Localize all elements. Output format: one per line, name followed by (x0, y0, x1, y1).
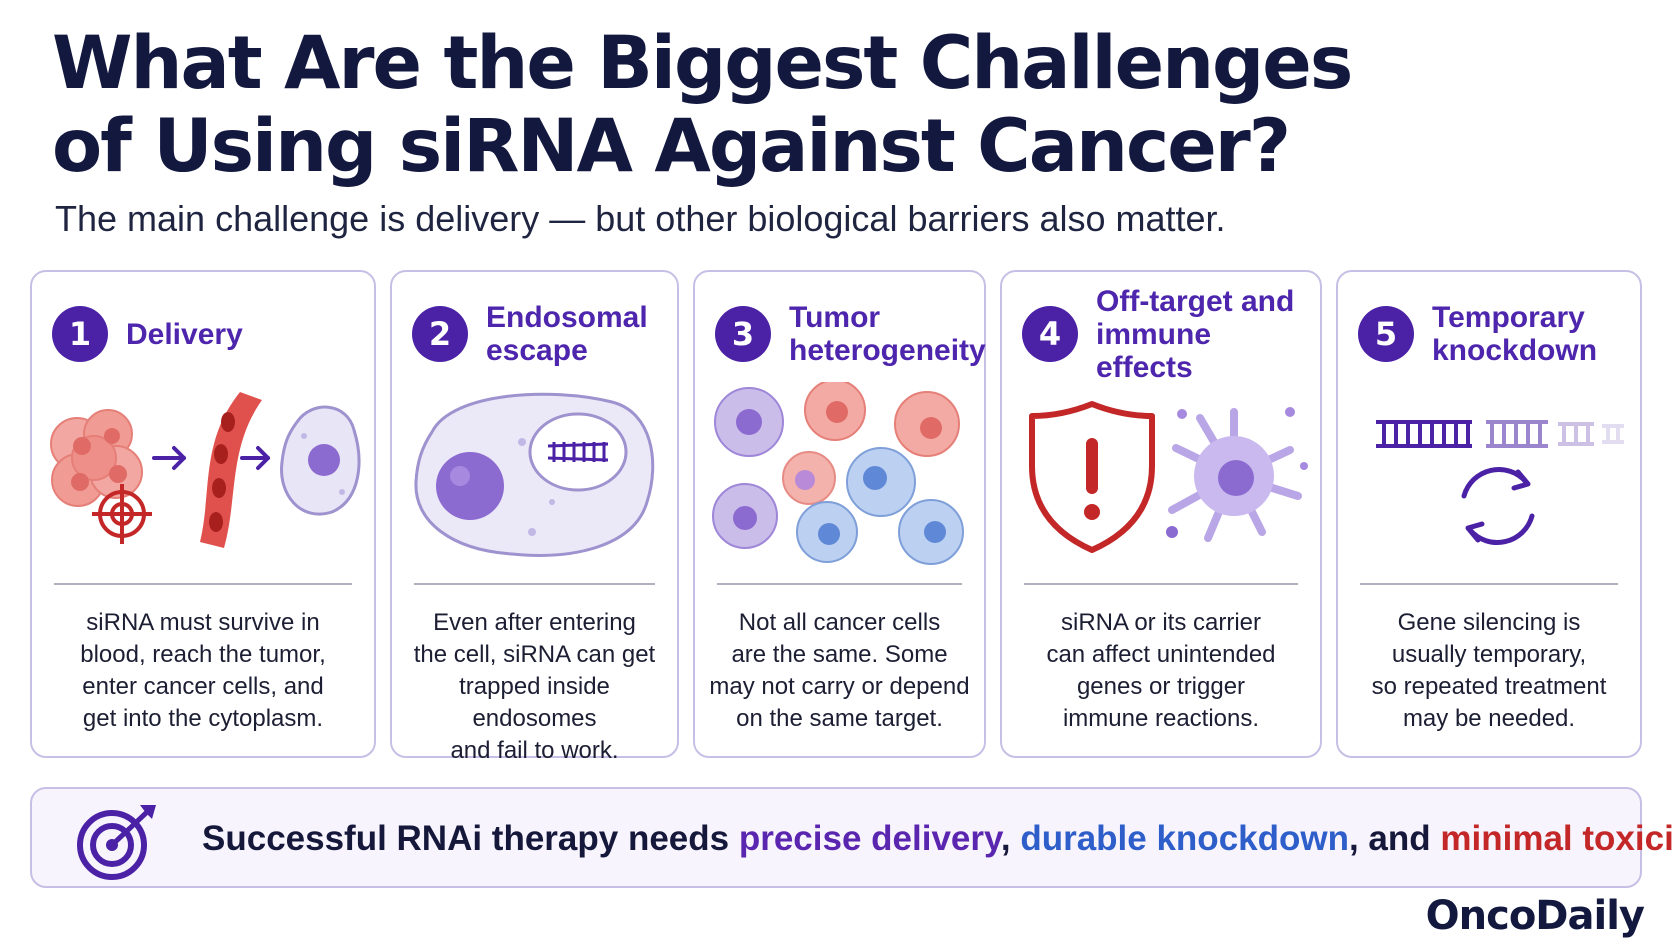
divider (1024, 583, 1298, 585)
subtitle: The main challenge is delivery — but oth… (55, 198, 1226, 239)
page-title: What Are the Biggest Challenges of Using… (52, 22, 1552, 188)
card-temporary-knockdown: 5 Temporary knockdown (1336, 270, 1642, 758)
card-description: Even after entering the cell, siRNA can … (413, 609, 656, 764)
blue-cell-icon (846, 447, 916, 517)
tumor-cluster-icon (50, 409, 143, 507)
conclusion-text: Successful RNAi therapy needs precise de… (202, 819, 1672, 859)
cancer-cell-icon (280, 405, 361, 516)
step-number-badge: 3 (715, 306, 771, 362)
card-endosomal-escape: 2 Endosomal escape (390, 270, 679, 764)
blood-vessel-icon (200, 392, 262, 548)
brand-logo: OncoDaily (1425, 893, 1645, 939)
delivery-illustration (42, 382, 364, 842)
endosome-illustration (402, 382, 667, 842)
warning-shield-icon (1029, 401, 1155, 553)
card-title: Off-target and immune effects (1096, 284, 1295, 384)
banner-prefix: Successful RNAi therapy needs (202, 819, 739, 858)
red-cell-icon (782, 451, 836, 505)
red-cell-icon (804, 382, 866, 441)
purple-cell-icon (714, 387, 784, 457)
divider (717, 583, 962, 585)
step-number-badge: 2 (412, 306, 468, 362)
card-description: siRNA or its carrier can affect unintend… (1046, 609, 1276, 732)
banner-separator: , (1000, 819, 1021, 858)
card-header: 3 Tumor heterogeneity (715, 296, 986, 372)
immune-illustration (1012, 382, 1310, 842)
card-title: Tumor heterogeneity (789, 301, 986, 367)
rna-duplex-fading-icon (1376, 420, 1624, 448)
card-header: 1 Delivery (52, 296, 364, 372)
card-off-target-immune: 4 Off-target and immune effects (1000, 270, 1322, 758)
card-title: Endosomal escape (486, 301, 648, 367)
red-cell-icon (894, 391, 960, 457)
card-header: 5 Temporary knockdown (1358, 296, 1630, 372)
blue-cell-icon (898, 499, 964, 565)
title-line-1: What Are the Biggest Challenges (52, 21, 1353, 106)
target-crosshair-icon (92, 484, 152, 544)
bullseye-target-icon (72, 801, 162, 886)
card-description: Gene silencing is usually temporary, so … (1371, 609, 1607, 732)
step-number-badge: 4 (1022, 306, 1078, 362)
highlight-minimal-toxicity: minimal toxicity (1440, 819, 1672, 858)
card-tumor-heterogeneity: 3 Tumor heterogeneity (693, 270, 986, 758)
banner-separator: , and (1348, 819, 1441, 858)
heterogeneous-cells-illustration (705, 382, 974, 842)
highlight-durable-knockdown: durable knockdown (1020, 819, 1349, 858)
endosome-icon (528, 412, 628, 492)
card-title: Temporary knockdown (1432, 301, 1598, 367)
card-description: siRNA must survive in blood, reach the t… (80, 609, 326, 732)
divider (54, 583, 352, 585)
arrow-icon (152, 446, 270, 470)
card-title: Delivery (126, 317, 243, 351)
card-header: 4 Off-target and immune effects (1022, 285, 1310, 384)
step-number-badge: 1 (52, 306, 108, 362)
blue-cell-icon (796, 501, 858, 563)
card-delivery: 1 Delivery (30, 270, 376, 758)
card-header: 2 Endosomal escape (412, 296, 667, 372)
title-line-2: of Using siRNA Against Cancer? (52, 104, 1291, 189)
divider (1360, 583, 1618, 585)
knockdown-illustration (1348, 382, 1630, 842)
purple-cell-icon (712, 483, 778, 549)
step-number-badge: 5 (1358, 306, 1414, 362)
card-description: Not all cancer cells are the same. Some … (709, 609, 970, 732)
repeat-cycle-icon (1461, 467, 1535, 545)
conclusion-banner: Successful RNAi therapy needs precise de… (30, 787, 1672, 888)
divider (414, 583, 655, 585)
highlight-precise-delivery: precise delivery (738, 819, 1001, 858)
